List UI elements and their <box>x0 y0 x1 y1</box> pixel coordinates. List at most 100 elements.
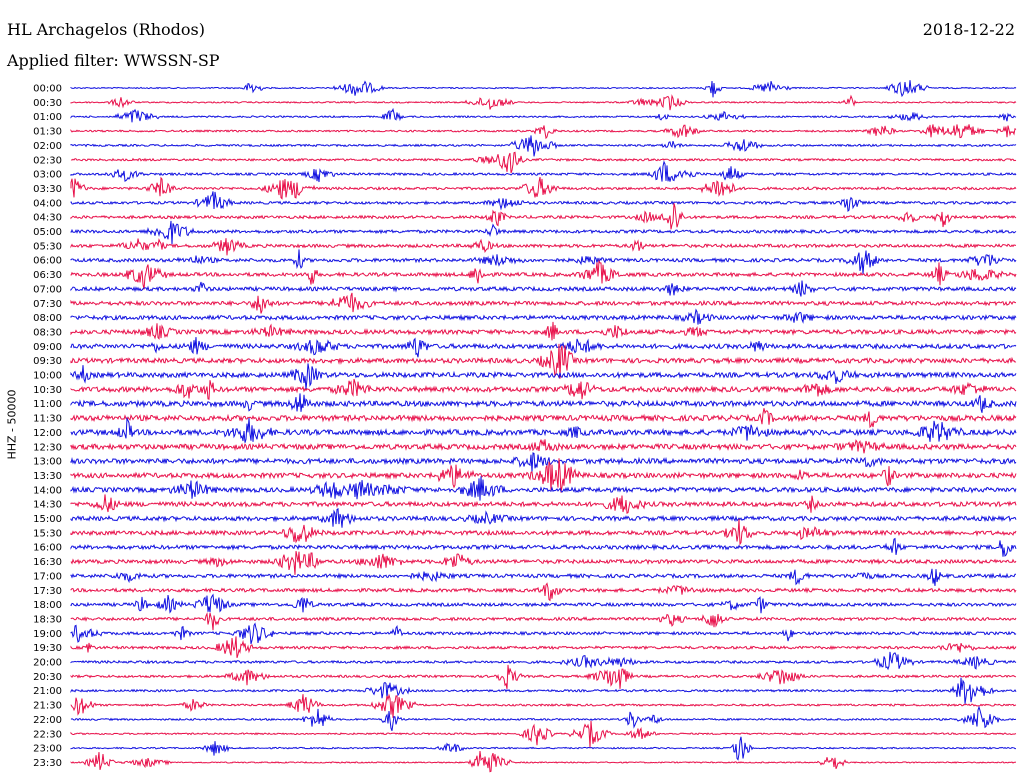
trace-line <box>70 220 1017 245</box>
trace-line <box>70 494 1017 514</box>
trace-line <box>70 519 1017 546</box>
tick-label: 04:00 <box>33 198 62 209</box>
tick-label: 01:00 <box>33 112 62 123</box>
tick-label: 10:00 <box>33 371 62 382</box>
trace-line <box>70 160 1017 183</box>
trace-line <box>70 191 1017 213</box>
trace-line <box>70 736 1016 761</box>
tick-label: 14:00 <box>33 485 62 496</box>
trace-line <box>70 677 1017 704</box>
tick-label: 19:30 <box>33 643 62 654</box>
trace-line <box>70 308 1017 325</box>
tick-label: 08:00 <box>33 313 62 324</box>
tick-label: 09:00 <box>33 342 62 353</box>
trace-line <box>70 582 1017 602</box>
date-label: 2018-12-22 <box>922 20 1015 39</box>
trace-line <box>70 452 1017 472</box>
trace-line <box>70 393 1017 413</box>
trace-line <box>70 135 1017 157</box>
tick-label: 00:30 <box>33 98 62 109</box>
trace-line <box>70 750 1017 773</box>
trace-line <box>70 636 1017 658</box>
filter-label: Applied filter: WWSSN-SP <box>7 51 220 70</box>
tick-label: 00:00 <box>33 84 62 95</box>
tick-label: 16:30 <box>33 557 62 568</box>
tick-label: 22:00 <box>33 715 62 726</box>
tick-label: 16:00 <box>33 543 62 554</box>
trace-line <box>70 476 1017 501</box>
tick-label: 18:00 <box>33 600 62 611</box>
tick-label: 18:30 <box>33 614 62 625</box>
tick-label: 20:00 <box>33 658 62 669</box>
trace-line <box>70 107 1017 123</box>
trace-line <box>70 337 1017 358</box>
trace-line <box>70 593 1017 614</box>
tick-label: 11:00 <box>33 399 62 410</box>
trace-line <box>70 321 1017 341</box>
tick-label: 08:30 <box>33 327 62 338</box>
tick-label: 21:30 <box>33 701 62 712</box>
tick-label: 21:00 <box>33 686 62 697</box>
trace-line <box>70 259 1017 290</box>
tick-label: 20:30 <box>33 672 62 683</box>
trace-line <box>70 458 1017 493</box>
tick-label: 15:00 <box>33 514 62 525</box>
tick-label: 15:30 <box>33 528 62 539</box>
station-title: HL Archagelos (Rhodos) <box>7 20 205 39</box>
trace-line <box>70 705 1017 731</box>
trace-line <box>70 551 1017 575</box>
trace-line <box>70 439 1017 454</box>
trace-line <box>70 176 1017 200</box>
trace-line <box>70 416 1017 443</box>
tick-label: 07:00 <box>33 284 62 295</box>
tick-label: 13:00 <box>33 457 62 468</box>
trace-line <box>70 568 1016 586</box>
tick-label: 11:30 <box>33 414 62 425</box>
trace-line <box>70 651 1017 671</box>
tick-label: 13:30 <box>33 471 62 482</box>
tick-label: 03:00 <box>33 170 62 181</box>
trace-line <box>70 378 1017 400</box>
tick-label: 04:30 <box>33 213 62 224</box>
trace-line <box>70 94 1017 111</box>
tick-label: 23:30 <box>33 758 62 769</box>
trace-line <box>70 363 1017 390</box>
trace-line <box>70 693 1017 718</box>
trace-line <box>70 292 1016 314</box>
trace-line <box>70 537 1017 557</box>
tick-label: 01:30 <box>33 127 62 138</box>
trace-line <box>70 238 1017 256</box>
tick-label: 03:30 <box>33 184 62 195</box>
trace-line <box>70 280 1017 297</box>
trace-line <box>70 203 1017 230</box>
tick-label: 22:30 <box>33 729 62 740</box>
trace-line <box>70 507 1017 528</box>
tick-label: 12:30 <box>33 442 62 453</box>
tick-label: 14:30 <box>33 500 62 511</box>
tick-label: 19:00 <box>33 629 62 640</box>
tick-label: 06:00 <box>33 256 62 267</box>
trace-line <box>70 249 1017 275</box>
tick-label: 10:30 <box>33 385 62 396</box>
tick-label: 05:30 <box>33 241 62 252</box>
tick-label: 05:00 <box>33 227 62 238</box>
trace-line <box>70 664 1017 689</box>
tick-label: 23:00 <box>33 744 62 755</box>
trace-line <box>70 622 1017 645</box>
trace-line <box>70 611 1017 631</box>
tick-label: 07:30 <box>33 299 62 310</box>
trace-line <box>70 343 1017 379</box>
tick-label: 02:00 <box>33 141 62 152</box>
tick-label: 17:30 <box>33 586 62 597</box>
tick-label: 17:00 <box>33 571 62 582</box>
tick-label: 12:00 <box>33 428 62 439</box>
tick-label: 09:30 <box>33 356 62 367</box>
tick-label: 02:30 <box>33 155 62 166</box>
trace-line <box>70 151 1017 174</box>
trace-line <box>70 408 1017 429</box>
trace-line <box>70 124 1017 140</box>
trace-line <box>70 80 1017 98</box>
trace-line <box>70 720 1017 748</box>
tick-label: 06:30 <box>33 270 62 281</box>
